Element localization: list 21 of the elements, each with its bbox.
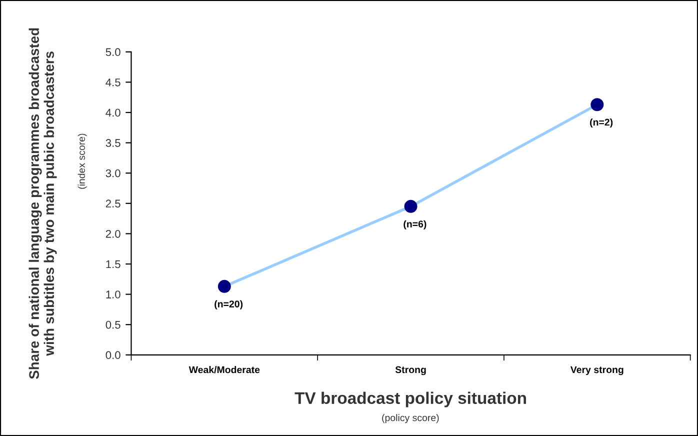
- y-tick-label: 5.0: [106, 48, 120, 56]
- y-tick-label: 0.5: [106, 320, 120, 329]
- y-tick-label: 4.5: [106, 78, 120, 86]
- y-tick-label: 3.5: [106, 139, 120, 147]
- x-tick-label: Very strong: [570, 366, 624, 376]
- text: (policy score): [382, 414, 439, 424]
- x-tick-label: Weak/Moderate: [188, 366, 260, 374]
- y-tick-label: 0.0: [106, 351, 120, 360]
- y-tick-label: 1.5: [106, 260, 120, 268]
- x-tick-label: Strong: [395, 366, 426, 376]
- y-tick-label: 1.0: [106, 290, 120, 298]
- y-tick-label: 3.0: [106, 169, 120, 178]
- y-tick-label: 2.0: [106, 230, 120, 238]
- y-tick-label: 4.0: [106, 108, 120, 117]
- y-tick-label: 2.5: [106, 200, 120, 208]
- annotation: (n=20): [214, 300, 243, 310]
- text: (index score): [78, 134, 87, 189]
- y-axis-title: Share of national language programmes broadcasted with subtitles by two main pubic broadcasters: [28, 28, 57, 379]
- annotation: (n=6): [404, 220, 426, 230]
- annotation: (n=2): [590, 118, 613, 128]
- x-axis-title: TV broadcast policy situation: [294, 392, 526, 408]
